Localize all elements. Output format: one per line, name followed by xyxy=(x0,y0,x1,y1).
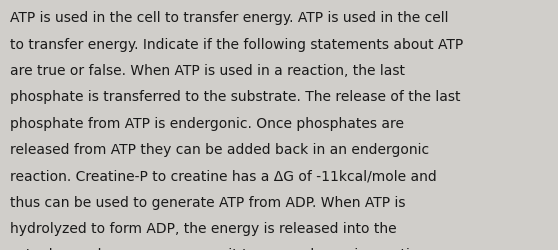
Text: phosphate from ATP is endergonic. Once phosphates are: phosphate from ATP is endergonic. Once p… xyxy=(10,116,404,130)
Text: phosphate is transferred to the substrate. The release of the last: phosphate is transferred to the substrat… xyxy=(10,90,460,104)
Text: ATP is used in the cell to transfer energy. ATP is used in the cell: ATP is used in the cell to transfer ener… xyxy=(10,11,449,25)
Text: hydrolyzed to form ADP, the energy is released into the: hydrolyzed to form ADP, the energy is re… xyxy=(10,221,397,235)
Text: released from ATP they can be added back in an endergonic: released from ATP they can be added back… xyxy=(10,142,429,156)
Text: cytoplasm where enzymes use it to run endergonic reactions.: cytoplasm where enzymes use it to run en… xyxy=(10,248,439,250)
Text: are true or false. When ATP is used in a reaction, the last: are true or false. When ATP is used in a… xyxy=(10,64,405,78)
Text: reaction. Creatine-P to creatine has a ΔG of -11kcal/mole and: reaction. Creatine-P to creatine has a Δ… xyxy=(10,169,437,183)
Text: thus can be used to generate ATP from ADP. When ATP is: thus can be used to generate ATP from AD… xyxy=(10,195,406,209)
Text: to transfer energy. Indicate if the following statements about ATP: to transfer energy. Indicate if the foll… xyxy=(10,38,463,52)
